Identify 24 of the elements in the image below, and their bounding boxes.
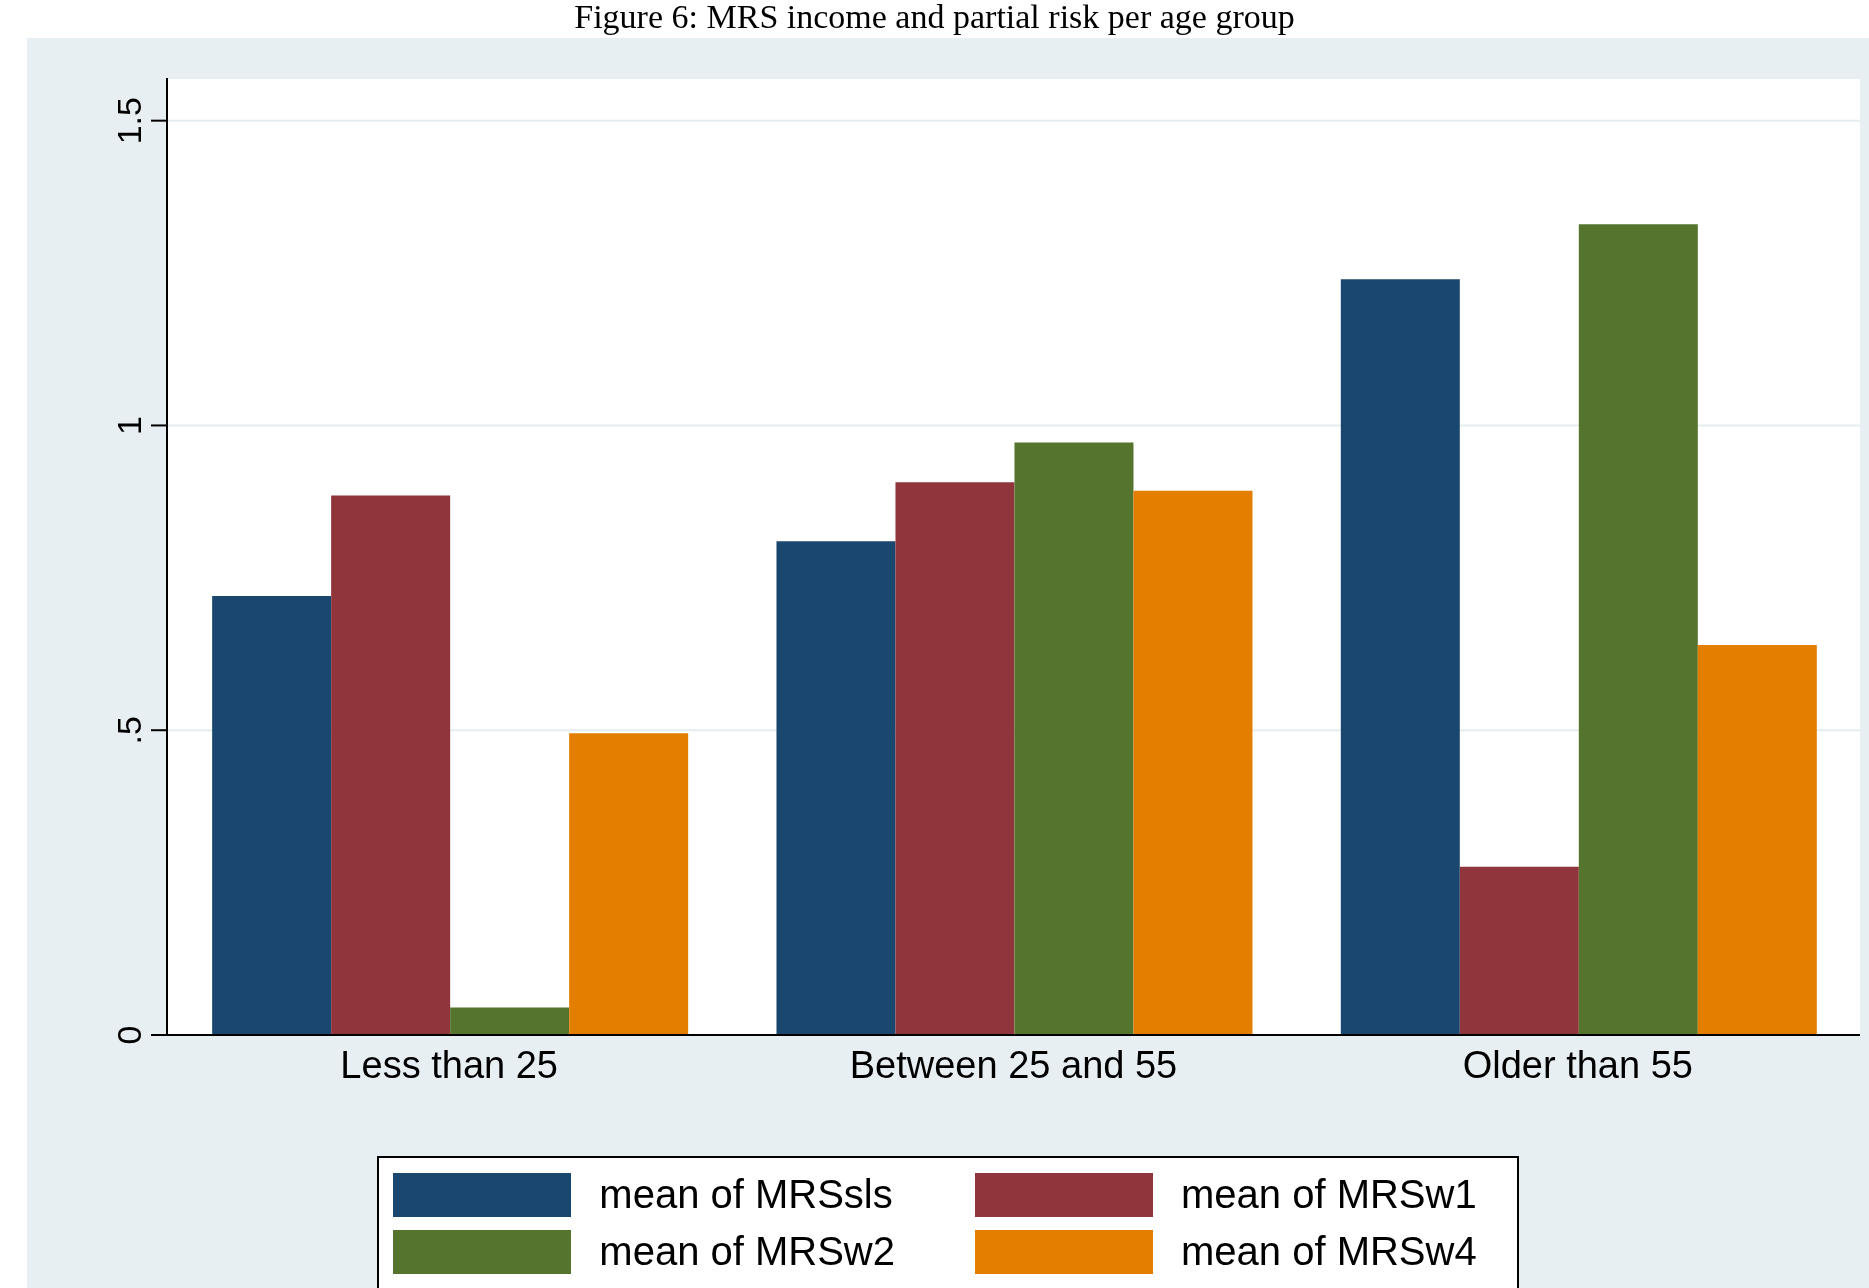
bar [450, 1007, 570, 1035]
bar [1459, 866, 1579, 1035]
legend-label: mean of MRSsls [599, 1172, 893, 1217]
legend-label: mean of MRSw4 [1181, 1229, 1477, 1274]
y-tick-label: .5 [110, 716, 148, 745]
y-tick-label: 1.5 [110, 97, 148, 145]
legend-label: mean of MRSw1 [1181, 1172, 1477, 1217]
x-tick-label: Older than 55 [1462, 1043, 1693, 1086]
bar [1014, 442, 1134, 1035]
bar [331, 495, 451, 1035]
bar [1340, 279, 1460, 1035]
x-tick-label: Between 25 and 55 [849, 1043, 1178, 1086]
bar [569, 733, 689, 1035]
x-tick-label: Less than 25 [340, 1043, 558, 1086]
bar [895, 482, 1015, 1035]
bar [1697, 644, 1817, 1035]
bar [1133, 490, 1253, 1035]
y-tick-label: 1 [110, 415, 148, 435]
bar [212, 596, 332, 1035]
bar [1578, 224, 1698, 1035]
legend-label: mean of MRSw2 [599, 1229, 895, 1274]
bar [776, 541, 896, 1035]
y-tick-label: 0 [110, 1025, 148, 1045]
chart-title: Figure 6: MRS income and partial risk per age group [573, 0, 1296, 35]
